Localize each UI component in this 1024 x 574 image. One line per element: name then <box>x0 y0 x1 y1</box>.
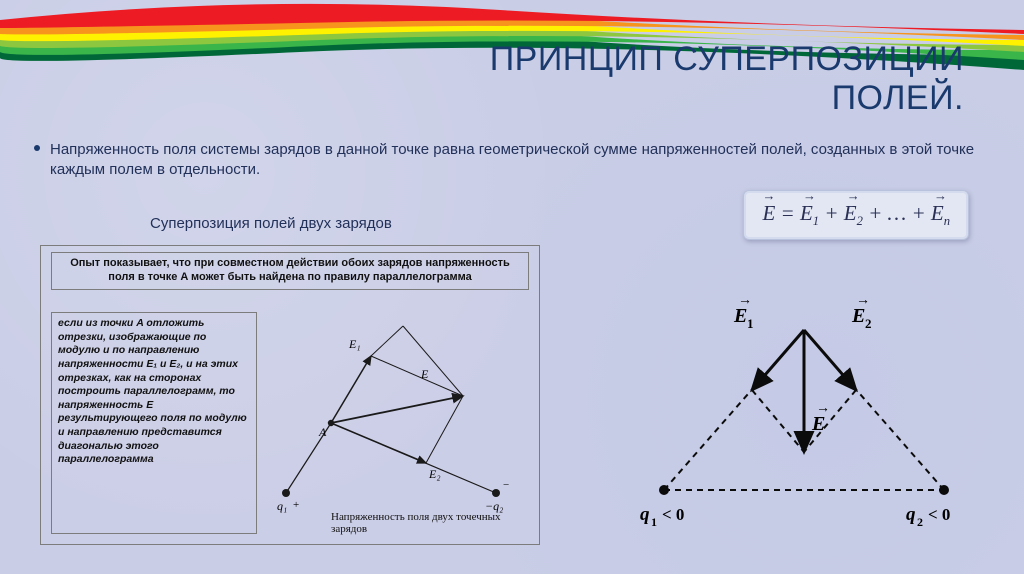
svg-text:→: → <box>738 293 752 308</box>
svg-text:< 0: < 0 <box>928 505 950 524</box>
svg-text:−: − <box>503 479 509 491</box>
left-panel-diagram: A q₁ + −q₂ − E₁ E₂ E <box>271 308 531 536</box>
svg-text:A: A <box>318 425 327 439</box>
right-panel-diagram: E 1 → E 2 → E → q 1 < 0 q 2 < 0 <box>634 280 974 540</box>
superposition-formula: E = E1 + E2 + … + En <box>743 190 969 240</box>
svg-text:2: 2 <box>917 515 923 529</box>
svg-text:E₁: E₁ <box>348 337 361 351</box>
svg-text:q: q <box>906 504 916 525</box>
svg-text:1: 1 <box>747 316 754 331</box>
svg-text:→: → <box>816 401 830 416</box>
svg-text:q: q <box>640 504 650 525</box>
svg-text:q₁: q₁ <box>277 499 287 513</box>
svg-text:→: → <box>856 293 870 308</box>
svg-text:1: 1 <box>651 515 657 529</box>
left-panel-side-text: если из точки A отложить отрезки, изобра… <box>51 312 257 534</box>
slide: ПРИНЦИП СУПЕРПОЗИЦИИ ПОЛЕЙ. Напряженност… <box>0 0 1024 574</box>
left-panel-top-text: Опыт показывает, что при совместном дейс… <box>51 252 529 290</box>
svg-text:E₂: E₂ <box>428 467 441 481</box>
svg-text:E: E <box>420 367 429 381</box>
svg-text:2: 2 <box>865 316 872 331</box>
svg-text:E: E <box>851 305 865 327</box>
svg-text:< 0: < 0 <box>662 505 684 524</box>
subcaption: Суперпозиция полей двух зарядов <box>150 215 392 232</box>
slide-title: ПРИНЦИП СУПЕРПОЗИЦИИ ПОЛЕЙ. <box>404 40 964 118</box>
left-panel: Опыт показывает, что при совместном дейс… <box>40 245 540 545</box>
svg-text:E: E <box>733 305 747 327</box>
left-panel-caption: Напряженность поля двух точечных зарядов <box>331 511 531 536</box>
svg-text:E: E <box>811 413 825 435</box>
svg-text:+: + <box>293 499 299 511</box>
body-paragraph: Напряженность поля системы зарядов в дан… <box>50 140 984 181</box>
bullet-icon <box>34 145 40 151</box>
